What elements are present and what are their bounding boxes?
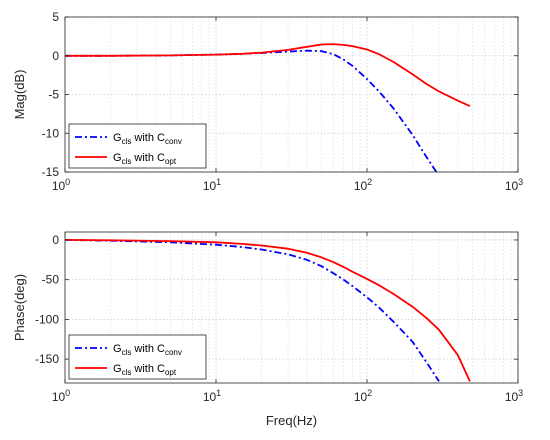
axes-box [64, 231, 519, 384]
x-axis-label: Freq(Hz) [266, 413, 317, 428]
x-tick-label: 103 [505, 388, 523, 404]
x-tick-label: 100 [52, 177, 70, 193]
y-tick-label: -100 [35, 312, 59, 326]
y-tick-label: -5 [48, 88, 59, 102]
x-tick-label: 101 [203, 388, 221, 404]
series-line-opt [65, 239, 471, 382]
series-line-conv [65, 239, 440, 382]
series-line-opt [65, 43, 471, 107]
mag-panel: 100 101 102 103 -15 -10 -5 0 5 Mag(dB) Gcls with C… [12, 10, 523, 193]
series-line-conv [65, 49, 438, 172]
x-tick-label: 102 [354, 177, 372, 193]
y-tick-label: 0 [52, 233, 59, 247]
x-tick-label: 102 [354, 388, 372, 404]
y-tick-label: 0 [52, 49, 59, 63]
y-tick-label: -150 [35, 352, 59, 366]
y-tick-label: 5 [52, 10, 59, 24]
y-tick-label: -10 [42, 126, 60, 140]
x-tick-label: 101 [203, 177, 221, 193]
legend: Gcls with Cconv Gcls with Copt [68, 334, 207, 380]
x-tick-label: 103 [505, 177, 523, 193]
y-tick-label: -15 [42, 165, 60, 179]
y-tick-label: -50 [42, 273, 60, 287]
y-axis-label: Mag(dB) [12, 70, 27, 120]
legend-label: Gcls with Copt [113, 363, 177, 377]
legend-label: Gcls with Cconv [113, 132, 182, 146]
x-tick-label: 100 [52, 388, 70, 404]
legend-box [68, 334, 207, 380]
legend: Gcls with Cconv Gcls with Copt [68, 123, 207, 169]
legend-label: Gcls with Cconv [113, 343, 182, 357]
legend-label: Gcls with Copt [113, 152, 177, 166]
phase-panel: 100 101 102 103 -150 -100 -50 0 Phase(deg) Freq(H… [12, 231, 523, 428]
legend-box [68, 123, 207, 169]
y-axis-label: Phase(deg) [12, 274, 27, 341]
